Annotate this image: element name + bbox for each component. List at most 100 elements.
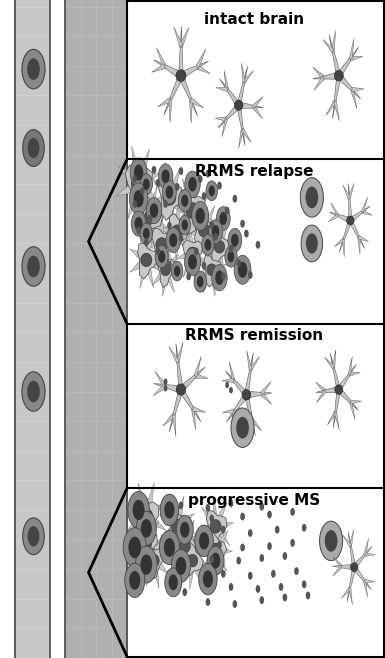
Circle shape: [28, 138, 39, 158]
Polygon shape: [213, 502, 227, 530]
Circle shape: [206, 181, 218, 201]
Polygon shape: [211, 264, 227, 274]
Polygon shape: [363, 580, 368, 597]
Circle shape: [206, 598, 210, 606]
Polygon shape: [364, 538, 368, 555]
Circle shape: [132, 200, 137, 208]
Circle shape: [134, 190, 144, 207]
Polygon shape: [164, 255, 179, 274]
Circle shape: [325, 530, 338, 551]
Circle shape: [27, 255, 40, 278]
Polygon shape: [153, 552, 170, 566]
Polygon shape: [220, 79, 240, 108]
Polygon shape: [348, 184, 354, 199]
Polygon shape: [159, 226, 177, 237]
Polygon shape: [159, 179, 183, 220]
Polygon shape: [170, 524, 180, 557]
Circle shape: [141, 519, 152, 538]
Circle shape: [143, 228, 150, 240]
Circle shape: [146, 197, 162, 224]
Polygon shape: [168, 509, 189, 547]
Polygon shape: [329, 212, 351, 223]
Polygon shape: [348, 532, 356, 568]
Polygon shape: [365, 579, 375, 583]
Polygon shape: [138, 555, 155, 569]
Ellipse shape: [187, 554, 198, 567]
Polygon shape: [192, 555, 209, 566]
Polygon shape: [165, 265, 181, 275]
Polygon shape: [125, 165, 152, 209]
Ellipse shape: [350, 563, 358, 572]
Circle shape: [221, 570, 226, 578]
Polygon shape: [362, 197, 368, 213]
Circle shape: [176, 515, 193, 544]
Circle shape: [180, 522, 189, 538]
Polygon shape: [128, 538, 146, 548]
Circle shape: [228, 251, 234, 263]
Circle shape: [213, 233, 218, 241]
Ellipse shape: [187, 247, 198, 260]
Circle shape: [150, 203, 158, 218]
Polygon shape: [133, 521, 149, 547]
Polygon shape: [174, 205, 194, 228]
Text: RRMS remission: RRMS remission: [185, 328, 323, 343]
Polygon shape: [201, 230, 207, 261]
Polygon shape: [156, 47, 166, 68]
Circle shape: [123, 528, 146, 567]
Polygon shape: [251, 417, 261, 431]
Polygon shape: [331, 203, 338, 216]
Polygon shape: [237, 66, 248, 107]
Ellipse shape: [242, 390, 251, 400]
Polygon shape: [165, 162, 173, 199]
Circle shape: [283, 552, 287, 560]
Polygon shape: [237, 105, 245, 146]
Circle shape: [279, 583, 283, 591]
Circle shape: [217, 182, 222, 190]
Polygon shape: [147, 187, 157, 219]
Bar: [15, 0, 50, 658]
Circle shape: [140, 223, 152, 244]
Polygon shape: [155, 371, 166, 388]
Polygon shape: [176, 555, 193, 566]
Polygon shape: [179, 387, 201, 422]
Polygon shape: [176, 248, 193, 259]
Circle shape: [175, 183, 179, 191]
Circle shape: [225, 207, 229, 215]
Polygon shape: [313, 67, 324, 80]
Polygon shape: [333, 565, 354, 570]
Circle shape: [156, 247, 160, 255]
Polygon shape: [116, 177, 140, 196]
Circle shape: [229, 387, 233, 393]
Polygon shape: [118, 166, 141, 191]
Circle shape: [186, 210, 191, 218]
Polygon shape: [350, 39, 354, 59]
Circle shape: [225, 382, 229, 388]
Circle shape: [202, 192, 206, 200]
Circle shape: [164, 378, 167, 385]
Polygon shape: [215, 544, 233, 555]
Polygon shape: [204, 528, 218, 553]
Circle shape: [275, 526, 280, 534]
Polygon shape: [239, 102, 263, 109]
Polygon shape: [209, 247, 220, 272]
Polygon shape: [339, 219, 352, 252]
Polygon shape: [242, 128, 251, 142]
Polygon shape: [154, 60, 182, 80]
Polygon shape: [172, 415, 176, 436]
Polygon shape: [162, 269, 168, 297]
Polygon shape: [327, 411, 336, 425]
Circle shape: [212, 225, 219, 238]
Polygon shape: [143, 231, 153, 262]
Polygon shape: [163, 413, 175, 426]
Polygon shape: [190, 557, 203, 584]
Circle shape: [248, 572, 253, 580]
Polygon shape: [127, 511, 148, 530]
Polygon shape: [215, 116, 226, 121]
Polygon shape: [157, 256, 175, 288]
Polygon shape: [224, 70, 229, 90]
Circle shape: [129, 183, 148, 215]
Polygon shape: [179, 26, 183, 76]
Circle shape: [225, 246, 237, 267]
Polygon shape: [214, 522, 230, 545]
Polygon shape: [194, 357, 201, 377]
